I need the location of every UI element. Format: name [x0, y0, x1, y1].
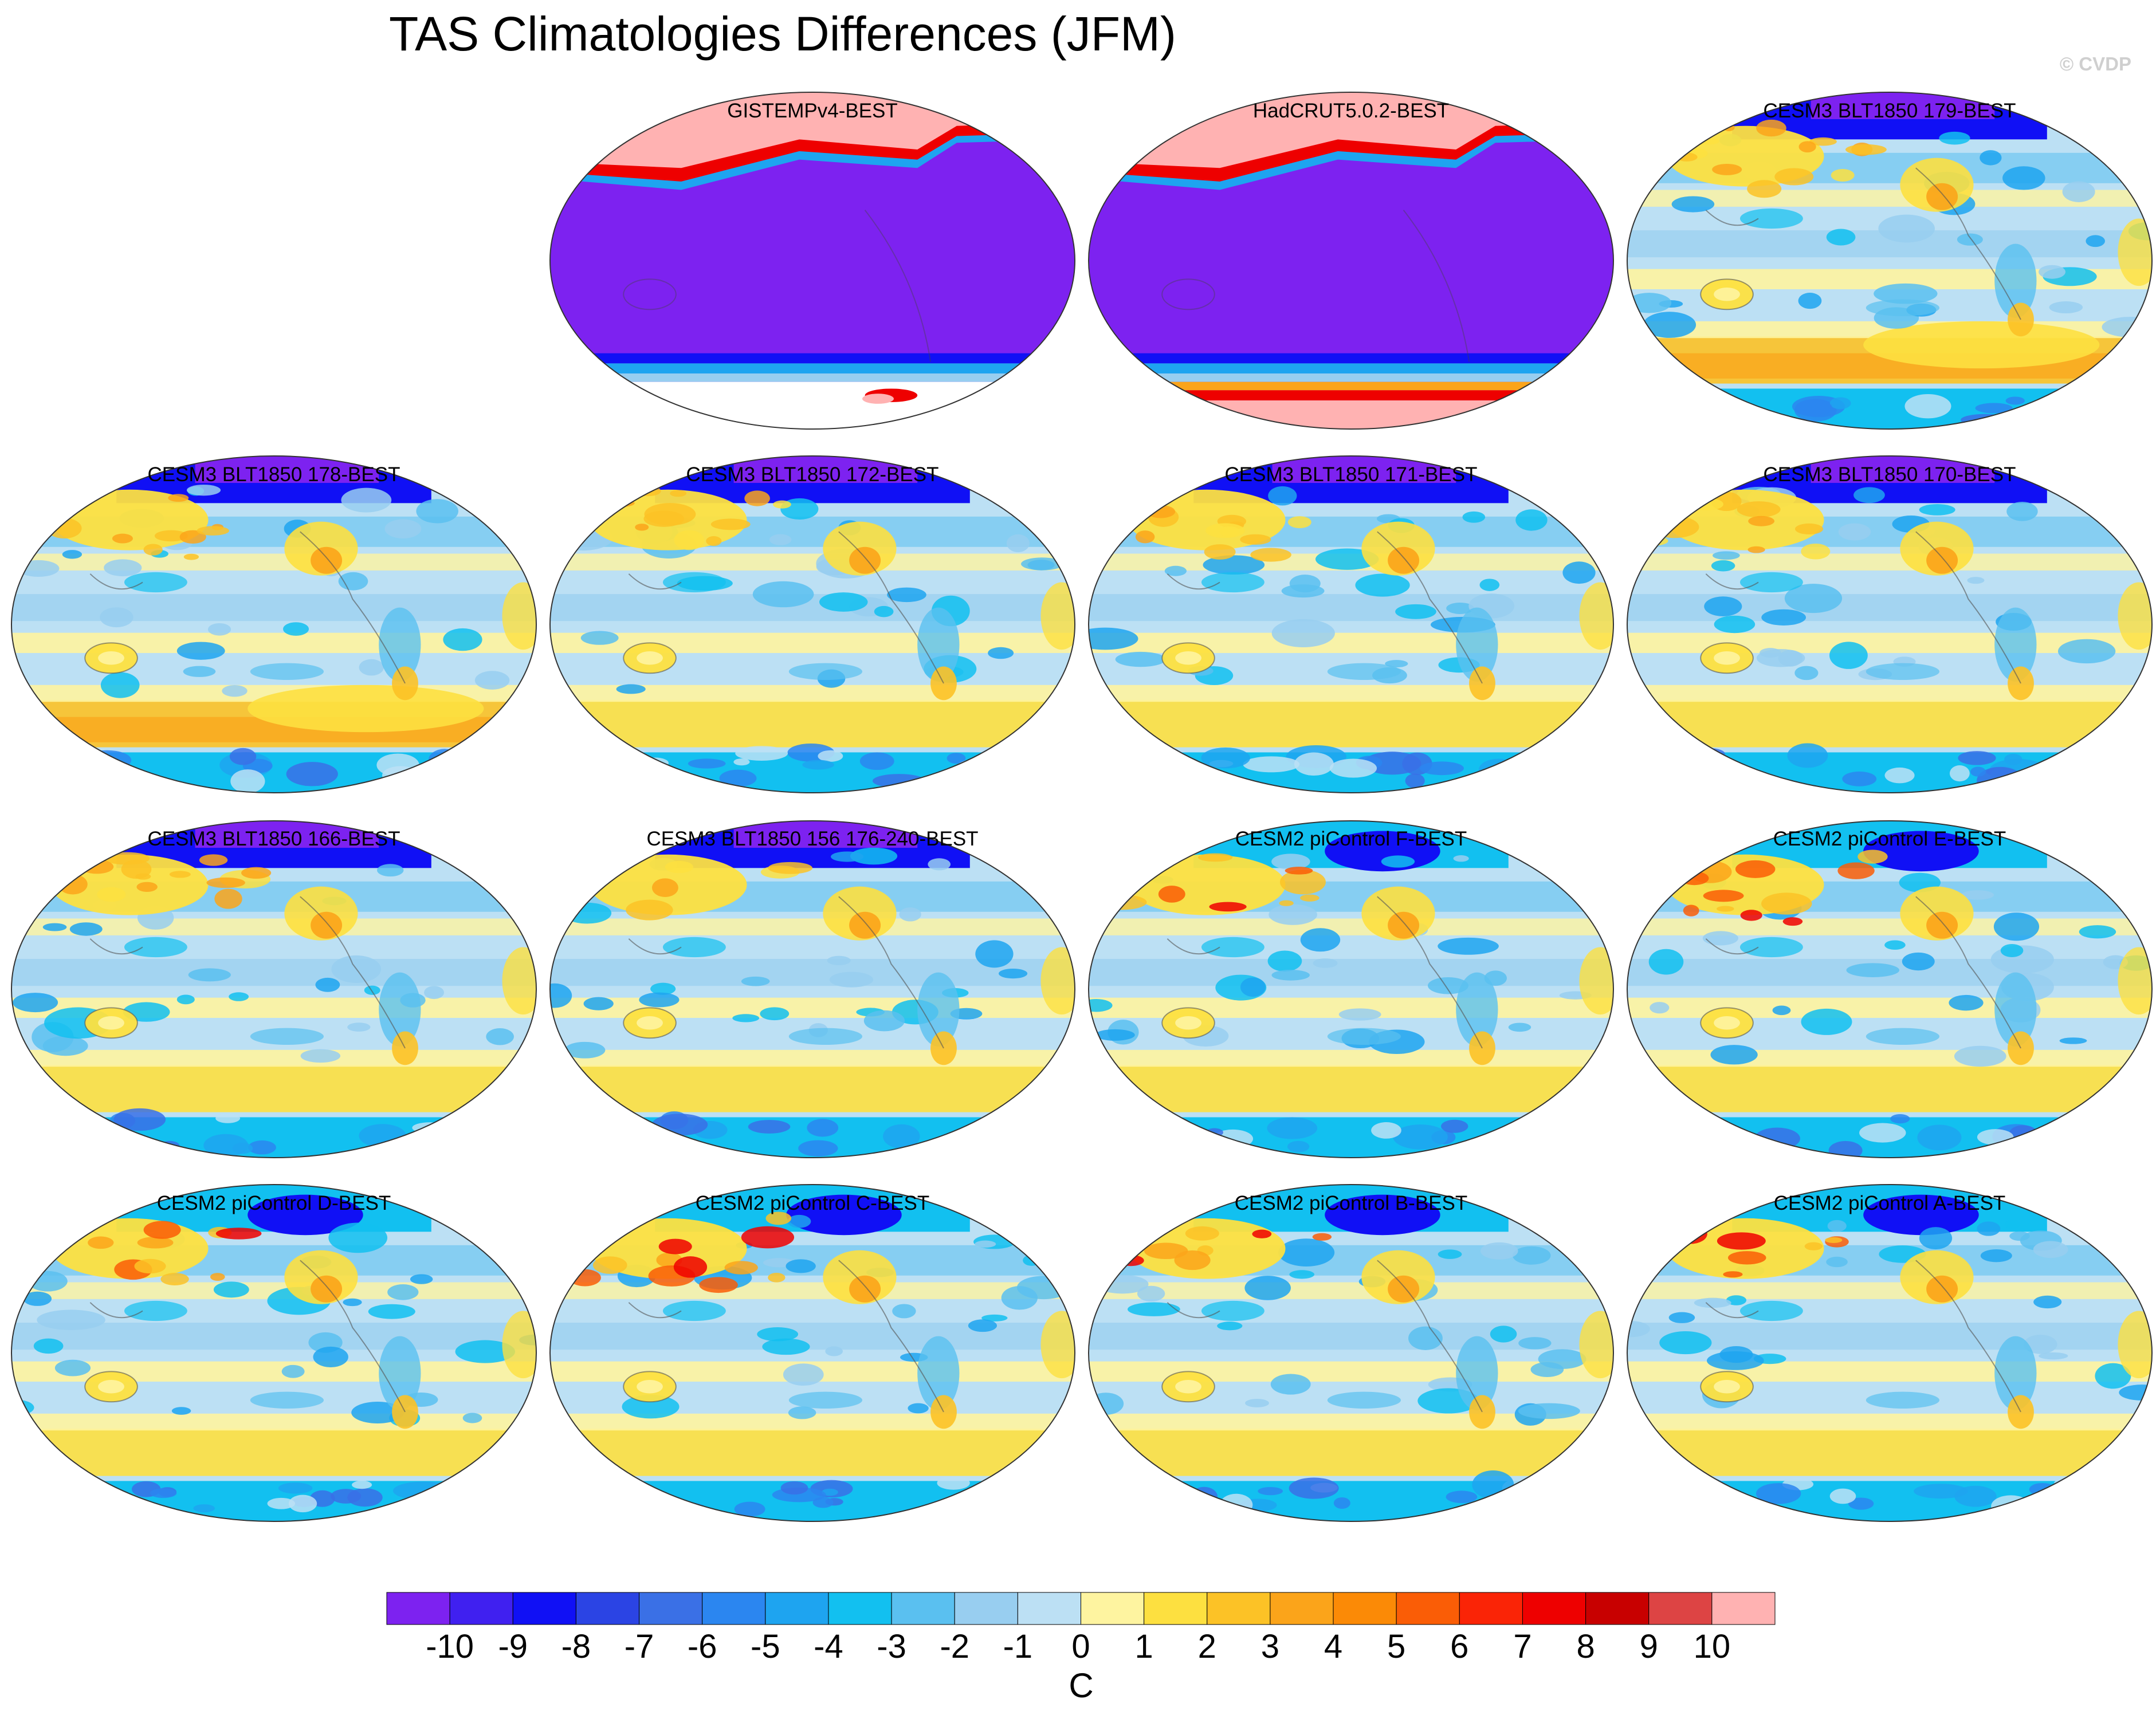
colorbar-swatch [1459, 1592, 1523, 1625]
colorbar-tick-label: -1 [1003, 1628, 1033, 1665]
map-panel: CESM2 piControl A-BEST [1627, 1184, 2153, 1522]
panel-title: CESM3 BLT1850 178-BEST [148, 463, 400, 486]
map-panel: CESM3 BLT1850 170-BEST [1627, 455, 2153, 793]
colorbar-swatch [386, 1592, 450, 1625]
colorbar-swatch [1081, 1592, 1145, 1625]
colorbar-swatch [1396, 1592, 1460, 1625]
colorbar-swatch [575, 1592, 640, 1625]
map-outline [1627, 820, 2153, 1158]
colorbar-swatch [1585, 1592, 1650, 1625]
map-field [1627, 92, 2152, 429]
map-outline [1088, 820, 1614, 1158]
panel-title: CESM2 piControl E-BEST [1773, 828, 2006, 850]
panel-title: CESM3 BLT1850 166-BEST [148, 828, 400, 850]
map-panel: CESM2 piControl F-BEST [1088, 820, 1614, 1158]
colorbar-tick-label: 4 [1324, 1628, 1342, 1665]
panel-title: HadCRUT5.0.2-BEST [1253, 100, 1449, 122]
map-field [1627, 1185, 2152, 1521]
colorbar-swatch [1207, 1592, 1271, 1625]
panel-title: GISTEMPv4-BEST [727, 100, 898, 122]
map-panel: CESM2 piControl D-BEST [11, 1184, 537, 1522]
colorbar-swatch [1648, 1592, 1713, 1625]
map-outline [1088, 92, 1614, 430]
map-outline [11, 1184, 537, 1522]
panel-title: CESM2 piControl A-BEST [1774, 1192, 2006, 1214]
figure-title: TAS Climatologies Differences (JFM) [389, 7, 1176, 61]
panel-title: CESM2 piControl F-BEST [1235, 828, 1467, 850]
colorbar-tick-label: 2 [1198, 1628, 1216, 1665]
map-outline [1627, 455, 2153, 793]
colorbar-tick-label: 0 [1071, 1628, 1090, 1665]
map-field [1627, 456, 2152, 793]
map-outline [11, 820, 537, 1158]
colorbar: -10 -9 -8 -7 -6 -5 -4 -3 -2 -1 0 1 2 3 4 5 6 7 8 9 10 [386, 1592, 1776, 1665]
colorbar-tick-label: -9 [498, 1628, 528, 1665]
colorbar-swatch [1522, 1592, 1586, 1625]
colorbar-tick-label: 8 [1576, 1628, 1595, 1665]
colorbar-tick-label: 7 [1513, 1628, 1531, 1665]
colorbar-tick-label: -8 [561, 1628, 591, 1665]
panel-title: CESM3 BLT1850 156 176-240-BEST [646, 828, 978, 850]
panel-title: CESM3 BLT1850 170-BEST [1764, 463, 2016, 486]
map-panel: GISTEMPv4-BEST [549, 92, 1075, 430]
colorbar-swatch [1711, 1592, 1776, 1625]
colorbar-tick-label: -7 [625, 1628, 654, 1665]
colorbar-swatch [639, 1592, 703, 1625]
colorbar-swatch [1333, 1592, 1397, 1625]
colorbar-tick-label: -6 [688, 1628, 717, 1665]
colorbar-tick-label: -2 [940, 1628, 969, 1665]
colorbar-swatch [1144, 1592, 1208, 1625]
panel-title: CESM2 piControl C-BEST [696, 1192, 929, 1214]
colorbar-tick-label: -5 [751, 1628, 780, 1665]
map-panel: HadCRUT5.0.2-BEST [1088, 92, 1614, 430]
colorbar-tick-label: -4 [814, 1628, 843, 1665]
map-outline [1627, 1184, 2153, 1522]
map-outline [1088, 455, 1614, 793]
colorbar-swatch [765, 1592, 829, 1625]
map-outline [549, 92, 1075, 430]
colorbar-tick-label: 6 [1450, 1628, 1468, 1665]
colorbar-tick-label: 1 [1135, 1628, 1153, 1665]
colorbar-tick-label: 9 [1640, 1628, 1658, 1665]
map-field [1089, 821, 1613, 1158]
colorbar-swatch [702, 1592, 766, 1625]
colorbar-swatch [1017, 1592, 1082, 1625]
map-field [11, 1185, 536, 1521]
map-field [1089, 92, 1613, 429]
colorbar-swatch [828, 1592, 892, 1625]
colorbar-swatch [954, 1592, 1018, 1625]
map-panel: CESM2 piControl E-BEST [1627, 820, 2153, 1158]
map-field [11, 456, 536, 793]
colorbar-swatch [449, 1592, 513, 1625]
map-panel: CESM3 BLT1850 178-BEST [11, 455, 537, 793]
map-outline [549, 820, 1075, 1158]
colorbar-tick-label: 10 [1694, 1628, 1731, 1665]
colorbar-swatch [512, 1592, 576, 1625]
map-field [1627, 821, 2152, 1158]
map-outline [1088, 1184, 1614, 1522]
watermark: © CVDP [2060, 53, 2131, 74]
map-outline [549, 455, 1075, 793]
panel-title: CESM3 BLT1850 172-BEST [686, 463, 939, 486]
colorbar-unit-label: C [1069, 1666, 1093, 1705]
panel-title: CESM3 BLT1850 179-BEST [1764, 100, 2016, 122]
colorbar-swatch [1270, 1592, 1334, 1625]
panel-title: CESM3 BLT1850 171-BEST [1225, 463, 1478, 486]
map-outline [1627, 92, 2153, 430]
colorbar-tick-label: -3 [877, 1628, 906, 1665]
map-panel: CESM3 BLT1850 166-BEST [11, 820, 537, 1158]
colorbar-tick-label: -10 [426, 1628, 474, 1665]
map-panel: CESM3 BLT1850 179-BEST [1627, 92, 2153, 430]
colorbar-tick-label: 5 [1387, 1628, 1405, 1665]
colorbar-tick-label: 3 [1261, 1628, 1279, 1665]
map-outline [11, 455, 537, 793]
colorbar-swatch [891, 1592, 955, 1625]
map-outline [549, 1184, 1075, 1522]
map-field [11, 821, 536, 1158]
map-panels: GISTEMPv4-BEST HadCRUT5.0.2-BEST CESM3 BLT… [11, 92, 2153, 1522]
panel-title: CESM2 piControl D-BEST [157, 1192, 391, 1214]
panel-title: CESM2 piControl B-BEST [1235, 1192, 1468, 1214]
